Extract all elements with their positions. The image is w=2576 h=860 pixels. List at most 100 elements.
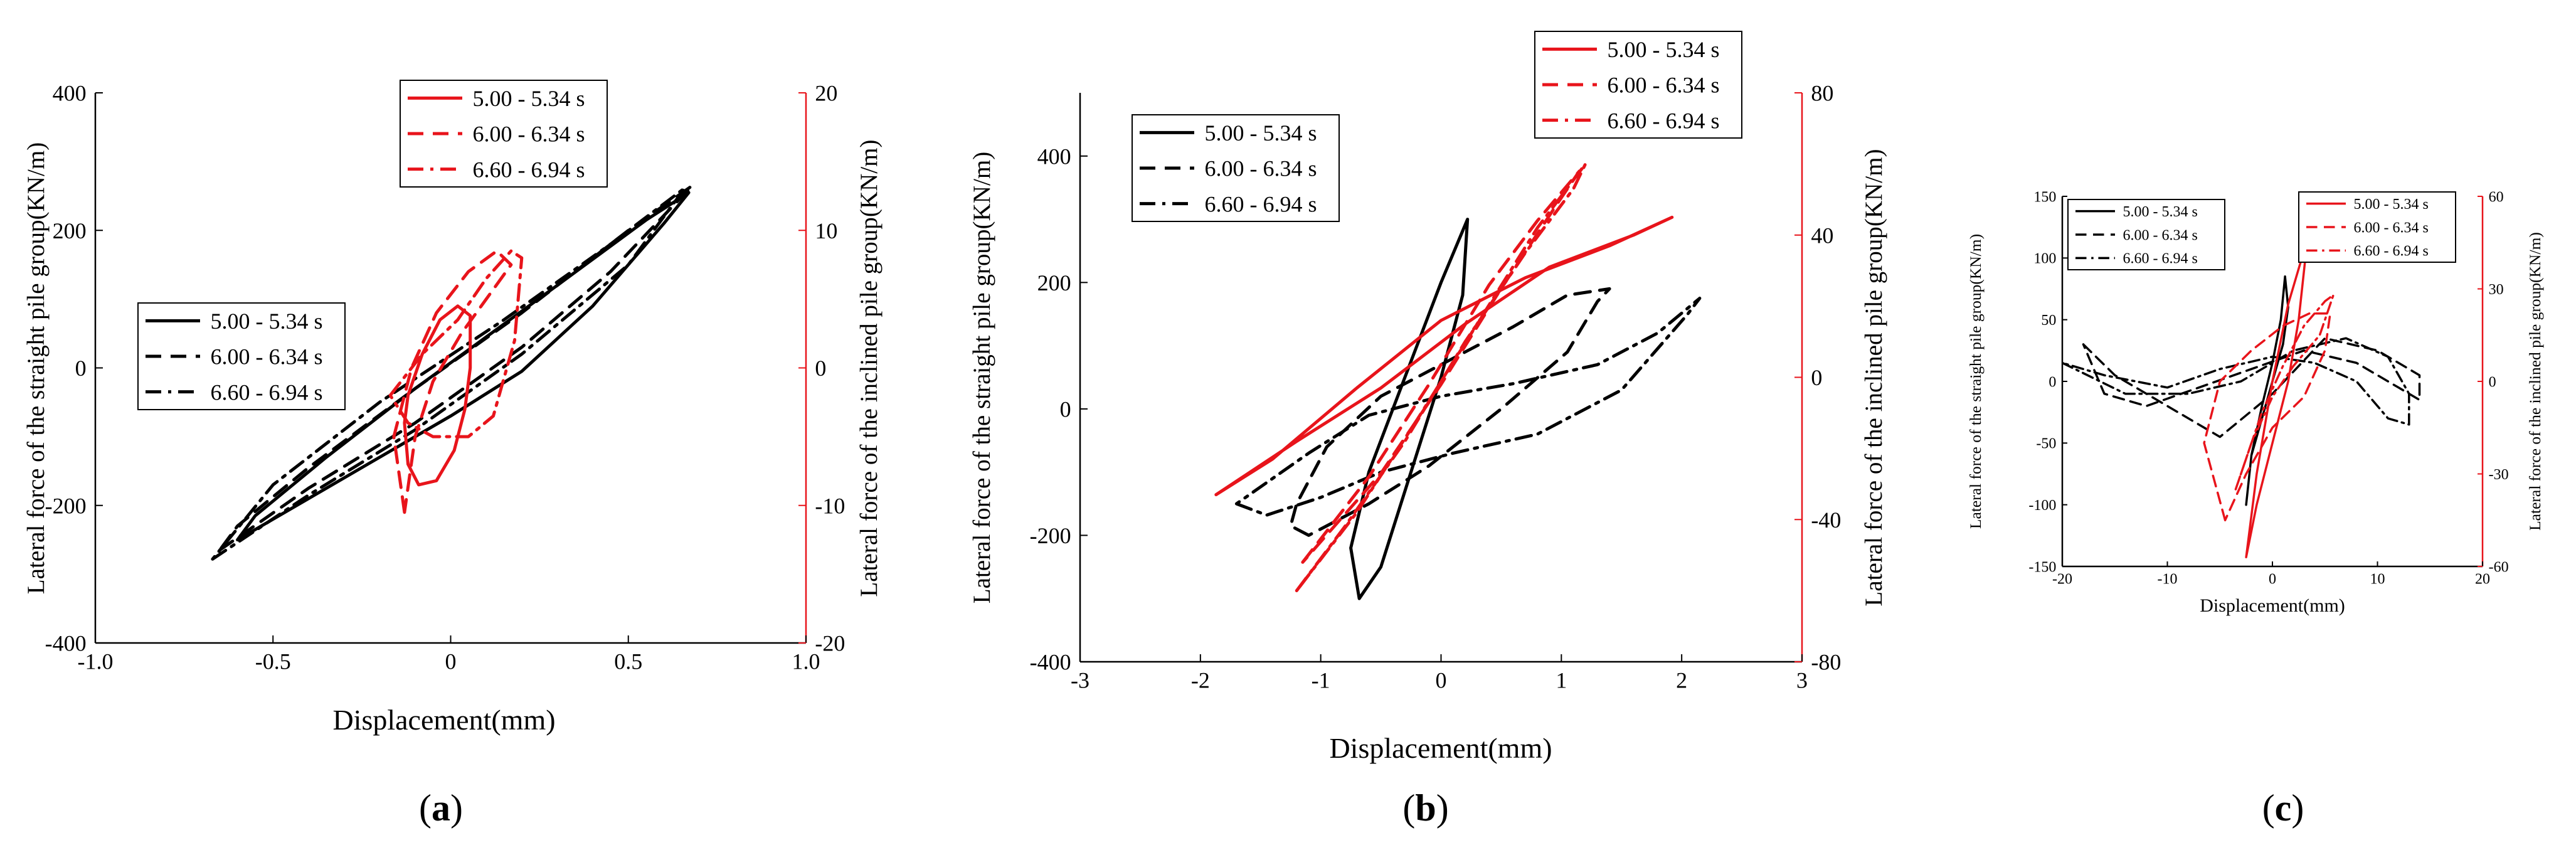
y-left-tick-label-2: 0 [1060, 396, 1071, 422]
red-legend-label-2: 6.00 - 6.34 s [1608, 73, 1720, 98]
panel-label-open: ( [2262, 787, 2275, 829]
panel-label-open: ( [1402, 787, 1415, 829]
x-tick-label-5: 2 [1676, 667, 1687, 693]
x-tick-label-4: 1.0 [792, 649, 820, 674]
panel-label-letter: c [2275, 787, 2292, 829]
y-right-tick-label-2: 0 [2489, 374, 2496, 390]
y-right-tick-label-1: -30 [2489, 467, 2509, 483]
series-inclined-3 [1295, 162, 1587, 593]
x-tick-label-3: 0 [1436, 667, 1447, 693]
red-legend-label-3: 6.60 - 6.94 s [1608, 108, 1720, 133]
red-legend-label-1: 5.00 - 5.34 s [1608, 37, 1720, 62]
y-axis-label-left: Lateral force of the straight pile group… [1966, 234, 1985, 529]
x-tick-label-0: -3 [1071, 667, 1089, 693]
y-left-tick-label-6: 150 [2033, 189, 2056, 205]
series-straight-2 [1289, 287, 1611, 537]
x-tick-label-4: 1 [1556, 667, 1567, 693]
y-right-tick-label-2: 0 [815, 356, 826, 381]
series-straight-1 [1349, 218, 1470, 600]
black-legend-label-3: 6.60 - 6.94 s [2123, 251, 2198, 267]
series-inclined-3 [2234, 294, 2335, 491]
y-left-tick-label-1: -200 [1030, 523, 1071, 548]
panel-label: (c) [2262, 787, 2304, 829]
panel-label: (b) [1402, 787, 1448, 829]
x-tick-label-4: 20 [2475, 571, 2490, 588]
red-legend-label-3: 6.60 - 6.94 s [2354, 243, 2429, 260]
x-axis-label: Displacement(mm) [1329, 732, 1552, 764]
series-straight-2 [2082, 337, 2421, 438]
y-left-tick-label-3: 200 [53, 218, 87, 243]
y-left-tick-label-2: 0 [75, 356, 87, 381]
series-straight-2 [218, 184, 694, 552]
y-right-tick-label-4: 60 [2489, 189, 2504, 205]
y-axis-label-right: Lateral force of the inclined pile group… [2526, 232, 2544, 531]
x-tick-label-3: 0.5 [614, 649, 642, 674]
panel-label-letter: b [1415, 787, 1436, 829]
black-legend-label-1: 5.00 - 5.34 s [211, 309, 323, 334]
y-left-tick-label-4: 400 [53, 81, 87, 106]
y-right-tick-label-1: -10 [815, 493, 845, 518]
y-left-tick-label-2: -50 [2036, 436, 2056, 452]
x-axis-label: Displacement(mm) [2200, 595, 2345, 616]
black-legend-label-1: 5.00 - 5.34 s [2123, 204, 2198, 220]
y-left-tick-label-3: 0 [2049, 374, 2056, 390]
red-legend-label-2: 6.00 - 6.34 s [473, 122, 585, 147]
red-legend-label-2: 6.00 - 6.34 s [2354, 220, 2429, 236]
y-left-tick-label-1: -200 [45, 493, 87, 518]
panel-c: -20 -10 0 10 20-150-100-50050100150-60-30030… [1966, 189, 2544, 829]
series-inclined-3 [388, 249, 524, 438]
series-group [2062, 250, 2421, 559]
y-left-tick-label-3: 200 [1037, 270, 1071, 295]
y-left-tick-label-0: -400 [1030, 650, 1071, 675]
x-tick-label-1: -2 [1191, 667, 1210, 693]
panel-label-letter: a [432, 787, 450, 829]
red-legend-label-1: 5.00 - 5.34 s [473, 86, 585, 111]
y-right-tick-label-0: -20 [815, 631, 845, 656]
x-tick-label-6: 3 [1796, 667, 1808, 693]
x-axis-label: Displacement(mm) [332, 704, 555, 736]
x-tick-label-0: -20 [2052, 571, 2072, 588]
panel-b: -3 -2 -1 0 1 2 3-400-2000200400-80-40040805.00… [968, 31, 1887, 829]
y-left-tick-label-4: 400 [1037, 144, 1071, 169]
x-tick-label-2: 0 [2269, 571, 2276, 588]
y-left-tick-label-4: 50 [2041, 312, 2056, 329]
series-inclined-1 [403, 304, 472, 487]
y-right-tick-label-3: 30 [2489, 282, 2504, 298]
y-left-tick-label-5: 100 [2033, 251, 2056, 267]
series-inclined-1 [1214, 215, 1674, 497]
black-legend-label-3: 6.60 - 6.94 s [1205, 191, 1317, 216]
x-tick-label-1: -10 [2158, 571, 2178, 588]
y-left-tick-label-0: -400 [45, 631, 87, 656]
series-group [211, 184, 694, 561]
y-right-tick-label-3: 40 [1811, 223, 1833, 248]
black-legend-label-3: 6.60 - 6.94 s [211, 380, 323, 405]
black-legend-label-2: 6.00 - 6.34 s [1205, 156, 1317, 181]
panel-a: -1.0 -0.5 0 0.5 1.0 -400 -200 0 200 400 -20 -10 0 10 2… [23, 80, 883, 829]
y-axis-label-right: Lateral force of the inclined pile group… [856, 139, 883, 597]
x-tick-label-0: -1.0 [78, 649, 114, 674]
panel-label-close: ) [450, 787, 463, 829]
y-axis-label-right: Lateral force of the inclined pile group… [1860, 149, 1887, 606]
y-right-tick-label-2: 0 [1811, 365, 1822, 390]
series-straight-3 [2062, 337, 2410, 426]
panel-label-close: ) [2291, 787, 2304, 829]
red-legend-label-3: 6.60 - 6.94 s [473, 157, 585, 182]
y-right-tick-label-0: -60 [2489, 559, 2509, 575]
series-straight-3 [211, 186, 687, 561]
y-left-tick-label-0: -150 [2028, 559, 2056, 575]
y-right-tick-label-4: 20 [815, 81, 837, 106]
series-straight-3 [1234, 297, 1702, 517]
black-legend-label-2: 6.00 - 6.34 s [211, 344, 323, 369]
x-tick-label-3: 10 [2370, 571, 2385, 588]
y-left-tick-label-1: -100 [2028, 497, 2056, 514]
y-axis-label-left: Lateral force of the straight pile group… [23, 142, 50, 595]
series-group [1214, 162, 1702, 600]
x-tick-label-1: -0.5 [255, 649, 291, 674]
black-legend-label-1: 5.00 - 5.34 s [1205, 120, 1317, 146]
panel-label-open: ( [419, 787, 432, 829]
panel-label-close: ) [1436, 787, 1449, 829]
series-inclined-2 [2203, 312, 2331, 522]
black-legend-label-2: 6.00 - 6.34 s [2123, 227, 2198, 243]
panel-label: (a) [419, 787, 463, 829]
